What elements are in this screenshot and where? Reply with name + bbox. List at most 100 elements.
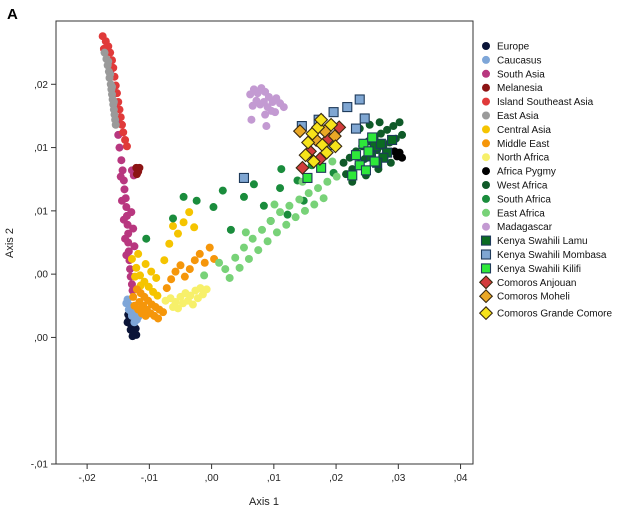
data-point (271, 108, 280, 117)
legend-swatch (482, 167, 490, 176)
data-point (266, 216, 275, 225)
data-point (185, 265, 194, 274)
data-point (300, 206, 309, 215)
data-point (354, 94, 365, 105)
legend-swatch (482, 97, 490, 106)
data-point (122, 203, 131, 212)
data-point (359, 113, 370, 124)
legend-swatch (478, 306, 494, 321)
legend-entry: Comoros Anjouan (497, 278, 577, 289)
data-point (180, 272, 189, 281)
legend-entry: North Africa (497, 153, 550, 164)
data-point (130, 242, 139, 251)
legend-swatch (482, 181, 490, 189)
data-point (115, 143, 124, 152)
data-point (120, 185, 129, 194)
data-point (106, 70, 115, 79)
legend-swatch (482, 194, 490, 203)
data-point (389, 122, 398, 131)
data-point (116, 172, 125, 181)
data-point (314, 184, 323, 193)
data-point (225, 273, 234, 282)
legend-swatch (482, 69, 490, 78)
data-point (395, 118, 404, 127)
y-tick-label: ,00 (34, 333, 48, 344)
data-point (135, 163, 144, 172)
data-point (196, 284, 205, 293)
legend-entry: Comoros Moheli (497, 292, 570, 303)
legend-entry: Kenya Swahili Kilifi (497, 264, 581, 275)
legend-swatch (482, 83, 490, 92)
data-point (127, 280, 136, 289)
y-tick-label: -,01 (31, 460, 49, 471)
data-point (279, 103, 288, 112)
legend-entry: Comoros Grande Comore (497, 309, 612, 320)
data-point (117, 196, 126, 205)
y-tick-label: ,01 (34, 206, 48, 217)
data-point (302, 172, 313, 183)
data-point (154, 314, 163, 323)
data-point (292, 124, 308, 139)
data-point (190, 256, 199, 265)
data-point (109, 98, 118, 107)
data-point (342, 102, 353, 113)
data-point (319, 145, 334, 160)
data-point (142, 234, 151, 243)
x-tick-label: ,04 (454, 473, 468, 484)
data-point (383, 125, 392, 134)
legend-entry: East Asia (497, 111, 539, 122)
data-point (363, 146, 374, 157)
legend-entry: Middle East (497, 139, 549, 150)
legend-swatch (482, 42, 490, 50)
data-points (98, 32, 407, 341)
data-point (119, 215, 128, 224)
data-point (291, 213, 300, 222)
data-point (176, 261, 185, 270)
legend-entry: Madagascar (497, 222, 553, 233)
data-point (147, 267, 156, 276)
data-point (134, 249, 143, 258)
data-point (215, 258, 224, 267)
data-point (398, 130, 407, 139)
data-point (231, 253, 240, 262)
data-point (295, 160, 310, 175)
data-point (235, 263, 244, 272)
data-point (261, 110, 270, 119)
data-point (190, 223, 199, 232)
data-point (160, 256, 169, 265)
x-tick-label: ,00 (205, 473, 219, 484)
plot-frame (55, 20, 474, 465)
data-point (159, 308, 168, 317)
data-point (218, 186, 227, 195)
legend-entry: South Africa (497, 194, 551, 205)
data-point (350, 123, 362, 134)
data-point (244, 254, 253, 263)
data-point (122, 251, 131, 260)
data-point (226, 225, 235, 234)
y-tick-label: ,01 (34, 143, 48, 154)
data-point (171, 267, 180, 276)
data-point (118, 166, 127, 175)
legend-entry: Island Southeast Asia (497, 97, 594, 108)
data-point (209, 203, 218, 212)
legend-swatch (480, 235, 492, 246)
legend: Europe Caucasus South Asia Melanesia Island … (478, 42, 612, 321)
data-point (100, 48, 109, 57)
data-point (339, 158, 348, 167)
data-point (205, 243, 214, 252)
data-point (132, 170, 141, 179)
data-point (263, 237, 272, 246)
data-point (162, 284, 171, 293)
data-point (390, 147, 399, 156)
data-point (270, 200, 279, 209)
data-point (153, 291, 162, 300)
legend-entry: Kenya Swahili Mombasa (497, 250, 607, 261)
data-point (121, 135, 130, 144)
data-point (127, 208, 136, 217)
data-point (314, 112, 329, 127)
y-axis-label: Axis 2 (4, 228, 16, 258)
data-point (387, 134, 398, 146)
data-point (376, 129, 385, 138)
data-point (132, 263, 141, 272)
axis-ticks: -,02 -,01 ,00 ,01 ,02 ,03 ,04 -,01 ,00 ,00 ,01 ,01,… (31, 80, 468, 484)
